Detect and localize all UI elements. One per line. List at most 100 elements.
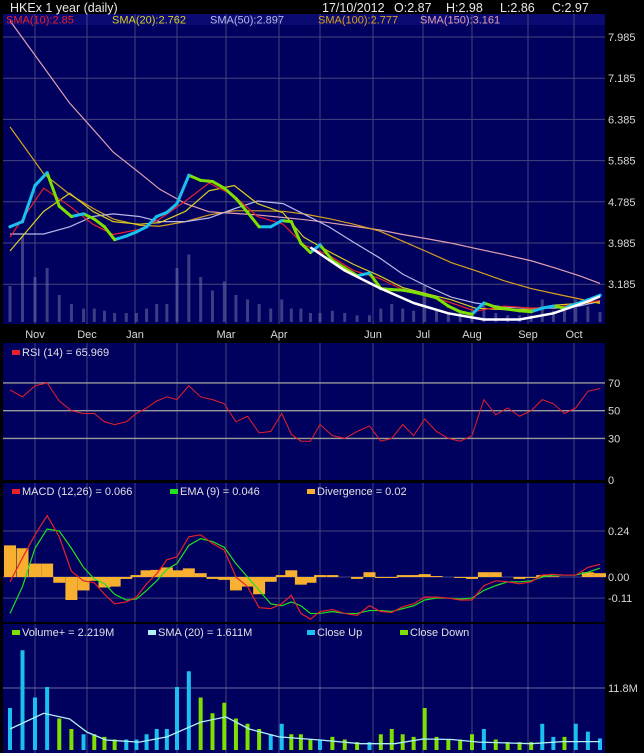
divergence-bar <box>326 575 339 577</box>
price-point <box>113 238 117 242</box>
price-panel-volume-bar <box>551 310 555 322</box>
price-segment <box>281 219 292 224</box>
divergence-bar <box>171 570 183 577</box>
volume-bar <box>175 687 179 750</box>
quote-open: O:2.87 <box>394 1 432 15</box>
price-segment <box>246 211 261 228</box>
divergence-bar <box>218 577 231 580</box>
month-label: Jun <box>364 329 382 341</box>
divergence-bar <box>4 545 16 577</box>
price-point <box>124 234 128 238</box>
price-point <box>269 225 273 229</box>
divergence-bar <box>594 573 606 577</box>
price-panel-volume-bar <box>269 308 273 322</box>
price-panel-volume-bar <box>145 308 149 322</box>
macd-tick-label: 0.00 <box>608 572 629 584</box>
price-point <box>506 307 510 311</box>
price-point <box>20 220 25 224</box>
chart-marks <box>4 20 606 750</box>
price-segment <box>165 202 178 214</box>
price-point <box>367 271 372 275</box>
price-segment <box>575 298 589 306</box>
month-label: Aug <box>462 329 482 341</box>
price-segment <box>507 307 520 313</box>
price-segment <box>459 310 473 316</box>
price-panel-volume-bar <box>494 313 498 322</box>
volume-bar <box>540 723 545 750</box>
price-segment <box>82 212 95 221</box>
price-segment <box>234 197 249 214</box>
macd-legend-swatch <box>170 489 178 494</box>
month-label: Nov <box>25 329 45 341</box>
price-panel-volume-bar <box>401 308 405 322</box>
divergence-bar <box>130 575 143 577</box>
price-tick-label: 7.185 <box>608 73 636 85</box>
rsi-line <box>9 382 601 442</box>
volume-bar <box>81 734 86 750</box>
divergence-bar <box>430 576 443 577</box>
volume-legend-label: SMA (20) = 1.611M <box>158 627 252 639</box>
price-point <box>234 196 238 201</box>
price-panel-volume-bar <box>82 308 86 322</box>
divergence-bar <box>241 577 254 587</box>
divergence-bar <box>53 577 66 583</box>
price-segment <box>188 173 202 182</box>
volume-tick-label: 11.8M <box>608 683 638 695</box>
price-segment <box>470 301 485 316</box>
price-point <box>45 171 49 175</box>
price-segment <box>299 242 312 254</box>
price-point <box>434 296 439 300</box>
price-point <box>155 214 159 219</box>
price-point <box>289 220 293 224</box>
price-point <box>102 225 107 229</box>
trendline <box>309 246 601 321</box>
price-panel-volume-bar <box>257 304 261 322</box>
divergence-bar <box>77 577 90 591</box>
divergence-bar <box>29 563 41 577</box>
price-legend-item: SMA(150):3.161 <box>420 15 500 27</box>
volume-bar <box>210 713 215 750</box>
price-point <box>517 309 522 313</box>
price-panel-volume-bar <box>199 277 203 322</box>
price-tick-label: 3.985 <box>608 238 636 250</box>
price-segment <box>424 293 437 300</box>
volume-bar <box>505 742 510 750</box>
sma-line-SMA150 <box>9 20 601 284</box>
volume-bar <box>134 739 139 750</box>
price-panel-volume-bar <box>458 313 462 322</box>
volume-bar <box>470 734 474 750</box>
divergence-bar <box>206 577 219 579</box>
month-label: Oct <box>565 329 582 341</box>
axis-labels: 7.985 7.185 6.385 5.585 4.785 3.985 3.185 Nov De… <box>25 32 638 695</box>
price-tick-label: 4.785 <box>608 197 636 209</box>
price-segment <box>563 302 577 310</box>
volume-bar <box>57 718 62 750</box>
divergence-bar <box>351 577 364 579</box>
price-segment <box>519 309 532 314</box>
price-point <box>144 225 149 229</box>
volume-bar <box>529 742 534 750</box>
price-segment <box>530 306 543 314</box>
macd-line <box>9 514 601 620</box>
price-panel-volume-bar <box>134 313 138 322</box>
price-panel-volume-bar <box>289 308 293 322</box>
price-panel <box>3 14 605 324</box>
volume-bar <box>411 736 416 750</box>
divergence-bar <box>477 572 490 577</box>
divergence-bar <box>396 575 409 577</box>
macd-legend-swatch <box>12 489 20 494</box>
macd-legend-label: EMA (9) = 0.046 <box>180 486 260 498</box>
price-segment <box>58 205 73 218</box>
rsi-legend-label: RSI (14) = 65.969 <box>22 347 109 359</box>
divergence-bar <box>120 577 133 579</box>
price-panel-volume-bar <box>102 310 106 322</box>
price-point <box>551 304 555 308</box>
macd-tick-label: -0.11 <box>608 593 632 605</box>
price-segment <box>156 210 168 218</box>
volume-bar <box>446 739 451 750</box>
rsi-tick-label: 70 <box>608 378 620 390</box>
price-panel-volume-bar <box>379 308 383 322</box>
price-legend-item: SMA(10):2.85 <box>6 15 74 27</box>
price-point <box>33 183 37 188</box>
